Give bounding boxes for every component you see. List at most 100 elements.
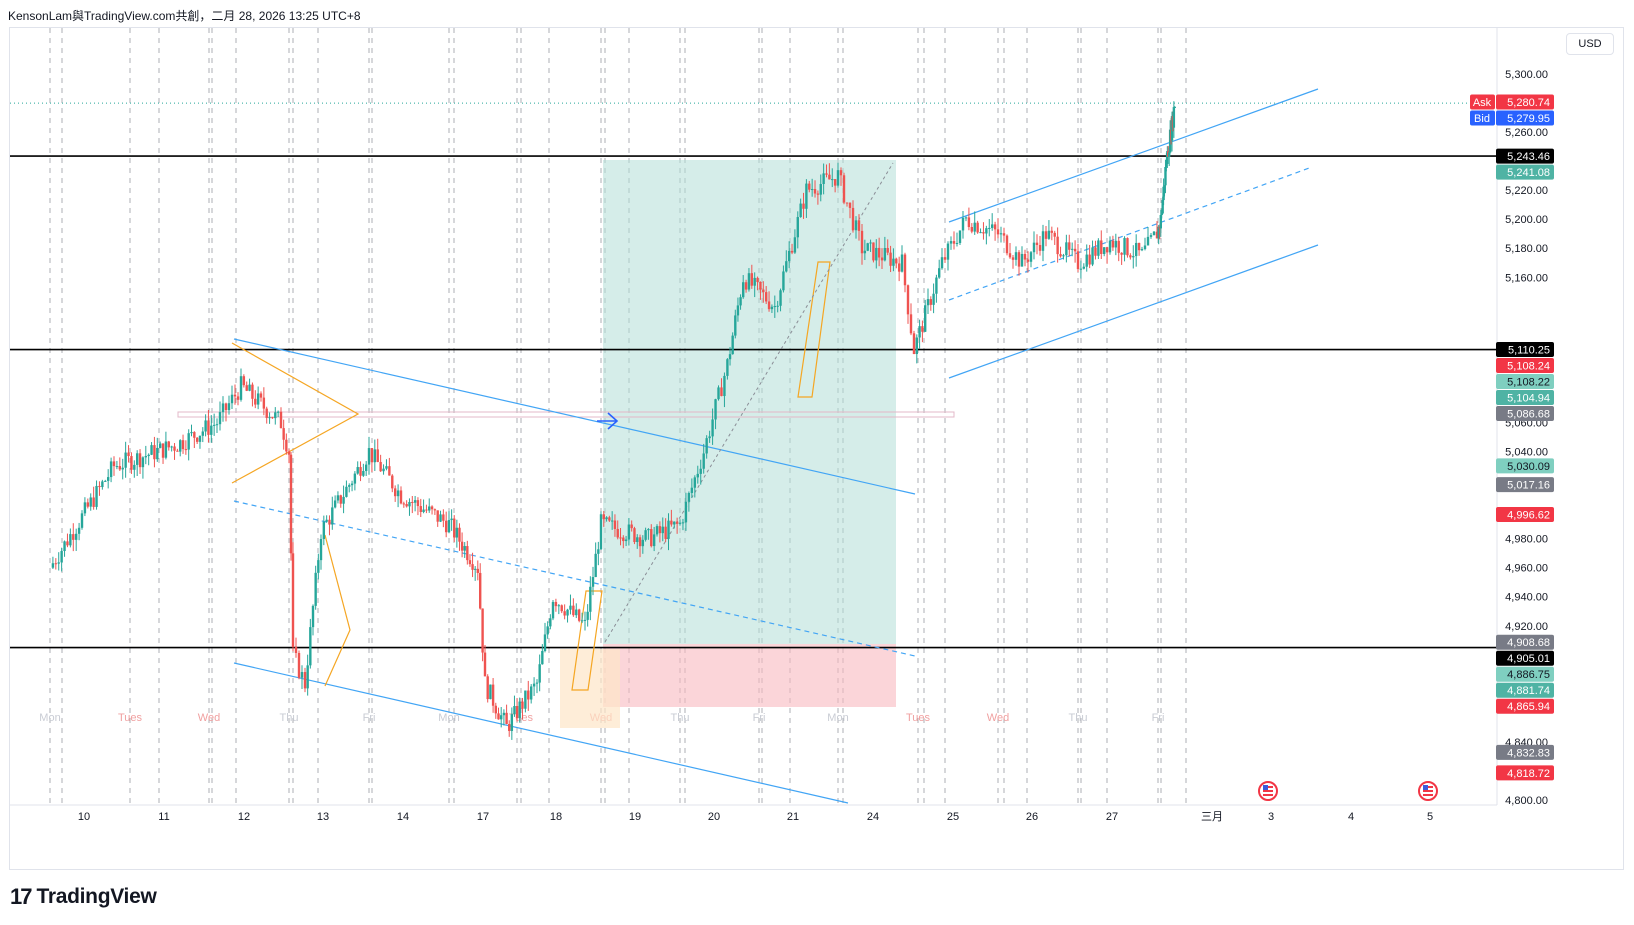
candle-up: [690, 478, 694, 498]
candle-down: [130, 452, 133, 474]
candle-up: [594, 542, 597, 578]
candle-down: [291, 542, 295, 652]
candle-up: [988, 219, 991, 237]
candle-up: [799, 198, 802, 218]
candle-up: [510, 707, 514, 740]
currency-button[interactable]: USD: [1566, 33, 1614, 55]
candle-up: [502, 709, 506, 726]
candle-down: [872, 242, 875, 263]
candle-down: [285, 433, 288, 455]
candle-up: [489, 684, 492, 700]
candle-down: [633, 526, 636, 545]
price-tick-label: 5,040.00: [1505, 447, 1548, 459]
price-tag-value: 5,279.95: [1507, 113, 1550, 125]
candle-up: [779, 288, 782, 312]
candle-up: [863, 239, 867, 261]
candle-down: [982, 222, 985, 240]
candle-down: [602, 511, 605, 527]
candle-up: [455, 519, 459, 548]
candle-down: [515, 698, 519, 722]
candle-up: [336, 491, 340, 504]
candle-down: [650, 524, 653, 548]
price-tick-label: 5,260.00: [1505, 127, 1548, 139]
candle-down: [802, 192, 805, 219]
candle-up: [955, 232, 959, 247]
price-tag: 5,086.68: [1496, 406, 1554, 422]
candle-up: [1173, 106, 1176, 108]
candle-up: [869, 239, 872, 252]
candle-up: [687, 491, 691, 512]
candle-up: [538, 654, 541, 692]
candle-up: [979, 228, 982, 234]
candle-up: [836, 162, 840, 188]
candle-up: [463, 542, 466, 558]
candle-down: [1008, 242, 1012, 259]
candle-up: [551, 600, 555, 621]
candle-down: [839, 167, 843, 186]
candle-down: [943, 247, 947, 263]
time-axis-label: 11: [158, 811, 169, 823]
candle-up: [681, 518, 685, 531]
candle-up: [529, 684, 533, 704]
candle-down: [303, 667, 307, 693]
candle-up: [331, 496, 334, 530]
candle-up: [575, 603, 578, 619]
candle-down: [921, 320, 924, 343]
candle-up: [1166, 146, 1169, 169]
candle-down: [521, 697, 524, 720]
price-tag: 4,818.72: [1496, 765, 1554, 781]
wedge-pattern: [324, 534, 351, 687]
candle-down: [630, 520, 633, 532]
candle-up: [636, 534, 639, 549]
candle-up: [135, 450, 139, 477]
chart-header-title: KensonLam與TradingView.com共創，二月 28, 2026 …: [8, 9, 361, 23]
candle-up: [1149, 232, 1153, 239]
session-label: Thu: [280, 712, 299, 724]
candle-up: [667, 513, 670, 551]
candle-up: [726, 358, 729, 380]
channel-upper-line: [233, 338, 916, 495]
candle-up: [133, 460, 136, 478]
candle-down: [675, 517, 679, 534]
candle-up: [734, 309, 737, 339]
price-tag-value: 5,108.22: [1507, 377, 1550, 389]
candle-up: [156, 437, 159, 462]
candle-up: [940, 248, 944, 270]
candle-up: [702, 443, 705, 474]
price-tag-value: 4,832.83: [1507, 747, 1550, 759]
candle-up: [776, 300, 779, 313]
candle-up: [300, 665, 304, 689]
candle-down: [425, 504, 428, 514]
candle-up: [227, 395, 231, 415]
candle-down: [759, 281, 762, 300]
candle-down: [181, 434, 185, 454]
candle-up: [782, 265, 785, 293]
candle-down: [1011, 254, 1015, 269]
candle-up: [60, 547, 63, 572]
candle-up: [569, 594, 572, 615]
candle-down: [236, 392, 240, 406]
candle-down: [1023, 249, 1027, 267]
price-tag: 4,905.01: [1496, 650, 1554, 666]
candle-up: [580, 612, 584, 624]
price-tag: 5,108.22: [1496, 374, 1554, 390]
price-tick-label: 5,180.00: [1505, 243, 1548, 255]
price-tag: 5,017.16: [1496, 477, 1554, 493]
time-axis-label: 三月: [1201, 811, 1223, 823]
candle-up: [557, 604, 561, 615]
session-label: Tues: [509, 712, 534, 724]
candle-down: [1026, 251, 1030, 273]
price-tag-label: Bid: [1474, 113, 1490, 125]
candle-up: [51, 556, 55, 570]
candle-up: [63, 540, 66, 557]
candle-up: [342, 485, 345, 514]
candle-up: [961, 211, 965, 239]
candle-down: [670, 509, 673, 527]
candle-up: [892, 248, 895, 272]
candle-up: [170, 445, 173, 452]
candle-up: [212, 413, 216, 436]
candle-up: [473, 566, 477, 581]
candle-up: [543, 622, 547, 653]
price-tag-value: 4,908.68: [1507, 637, 1550, 649]
